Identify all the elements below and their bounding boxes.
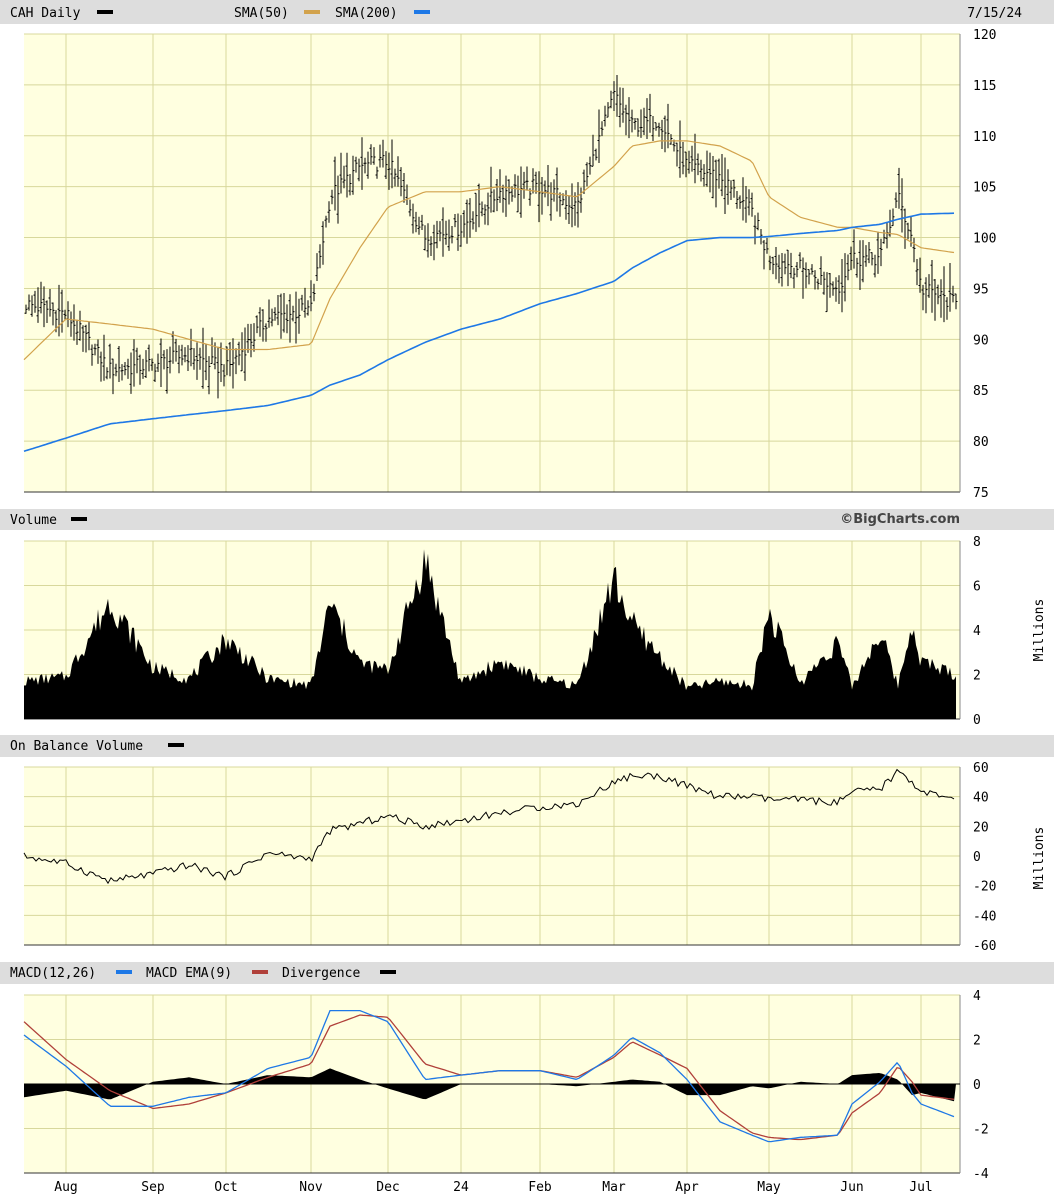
- price-background: [24, 34, 960, 492]
- volume-tick-label: 8: [973, 535, 981, 550]
- obv-tick-label: -60: [973, 939, 996, 954]
- price-tick-label: 95: [973, 282, 989, 297]
- obv-panel: -60 -40 -20 0 20 40 60: [23, 761, 996, 954]
- price-header-bar: [0, 0, 1054, 24]
- sma200-legend-swatch: [414, 10, 430, 14]
- macd-tick-label: -4: [973, 1167, 989, 1182]
- macd-panel: -4 -2 0 2 4: [23, 989, 989, 1182]
- macd-tick-label: -2: [973, 1123, 989, 1138]
- obv-header-bar: [0, 735, 1054, 757]
- volume-area: [24, 549, 956, 719]
- x-axis-month-label: Aug: [54, 1180, 77, 1195]
- divergence-legend-swatch: [380, 970, 396, 974]
- price-tick-label: 120: [973, 28, 996, 43]
- price-tick-label: 100: [973, 232, 996, 247]
- x-axis: Aug Sep Oct Nov Dec 24 Feb Mar Apr May Jun Jul: [54, 1180, 932, 1195]
- volume-legend-swatch: [71, 517, 87, 521]
- macd-line: [23, 1009, 955, 1143]
- obv-tick-label: 40: [973, 791, 989, 806]
- x-axis-month-label: Jun: [840, 1180, 863, 1195]
- volume-panel: 0 2 4 6 8: [24, 535, 981, 728]
- x-axis-month-label: Feb: [528, 1180, 552, 1195]
- volume-unit-label: Millions: [1032, 599, 1047, 662]
- obv-title: On Balance Volume: [10, 739, 143, 754]
- price-tick-label: 105: [973, 181, 996, 196]
- obv-unit-label: Millions: [1032, 827, 1047, 890]
- x-axis-month-label: Dec: [376, 1180, 399, 1195]
- macd-title: MACD(12,26): [10, 966, 96, 981]
- macd-header-bar: [0, 962, 1054, 984]
- volume-header-bar: [0, 509, 1054, 530]
- price-tick-label: 90: [973, 333, 989, 348]
- macd-tick-label: 2: [973, 1034, 981, 1049]
- x-axis-month-label: May: [757, 1180, 781, 1195]
- sma50-line: [23, 140, 955, 361]
- volume-tick-label: 4: [973, 624, 981, 639]
- obv-tick-label: 60: [973, 761, 989, 776]
- price-tick-label: 75: [973, 486, 989, 501]
- x-axis-month-label: Apr: [675, 1180, 699, 1195]
- price-tick-label: 115: [973, 79, 996, 94]
- divergence-label: Divergence: [282, 966, 360, 981]
- x-axis-month-label: 24: [453, 1180, 469, 1195]
- x-axis-month-label: Jul: [909, 1180, 932, 1195]
- symbol-legend-swatch: [97, 10, 113, 14]
- volume-tick-label: 6: [973, 580, 981, 595]
- macd-tick-label: 4: [973, 989, 981, 1004]
- obv-tick-label: -40: [973, 909, 996, 924]
- obv-line: [23, 768, 955, 885]
- price-bars: [24, 75, 958, 399]
- price-tick-label: 110: [973, 130, 996, 145]
- price-tick-label: 85: [973, 384, 989, 399]
- symbol-label: CAH Daily: [10, 6, 81, 21]
- obv-tick-label: 20: [973, 820, 989, 835]
- volume-tick-label: 0: [973, 713, 981, 728]
- price-tick-label: 80: [973, 435, 989, 450]
- sma200-label: SMA(200): [335, 6, 398, 21]
- sma200-line: [23, 212, 955, 453]
- volume-tick-label: 2: [973, 669, 981, 684]
- x-axis-month-label: Sep: [141, 1180, 165, 1195]
- watermark: ©BigCharts.com: [840, 512, 960, 527]
- macd-ema-label: MACD EMA(9): [146, 966, 232, 981]
- x-axis-month-label: Oct: [214, 1180, 237, 1195]
- chart-date: 7/15/24: [967, 6, 1022, 21]
- macd-tick-label: 0: [973, 1078, 981, 1093]
- x-axis-month-label: Nov: [299, 1180, 323, 1195]
- x-axis-month-label: Mar: [602, 1180, 626, 1195]
- obv-tick-label: -20: [973, 880, 996, 895]
- volume-title: Volume: [10, 513, 57, 528]
- macd-legend-swatch: [116, 970, 132, 974]
- price-panel: 75 80 85 90 95 100 105 110 115 120: [23, 28, 996, 501]
- obv-legend-swatch: [168, 743, 184, 747]
- macd-ema-legend-swatch: [252, 970, 268, 974]
- divergence-histogram: [24, 1068, 956, 1102]
- sma50-label: SMA(50): [234, 6, 289, 21]
- obv-tick-label: 0: [973, 850, 981, 865]
- sma50-legend-swatch: [304, 10, 320, 14]
